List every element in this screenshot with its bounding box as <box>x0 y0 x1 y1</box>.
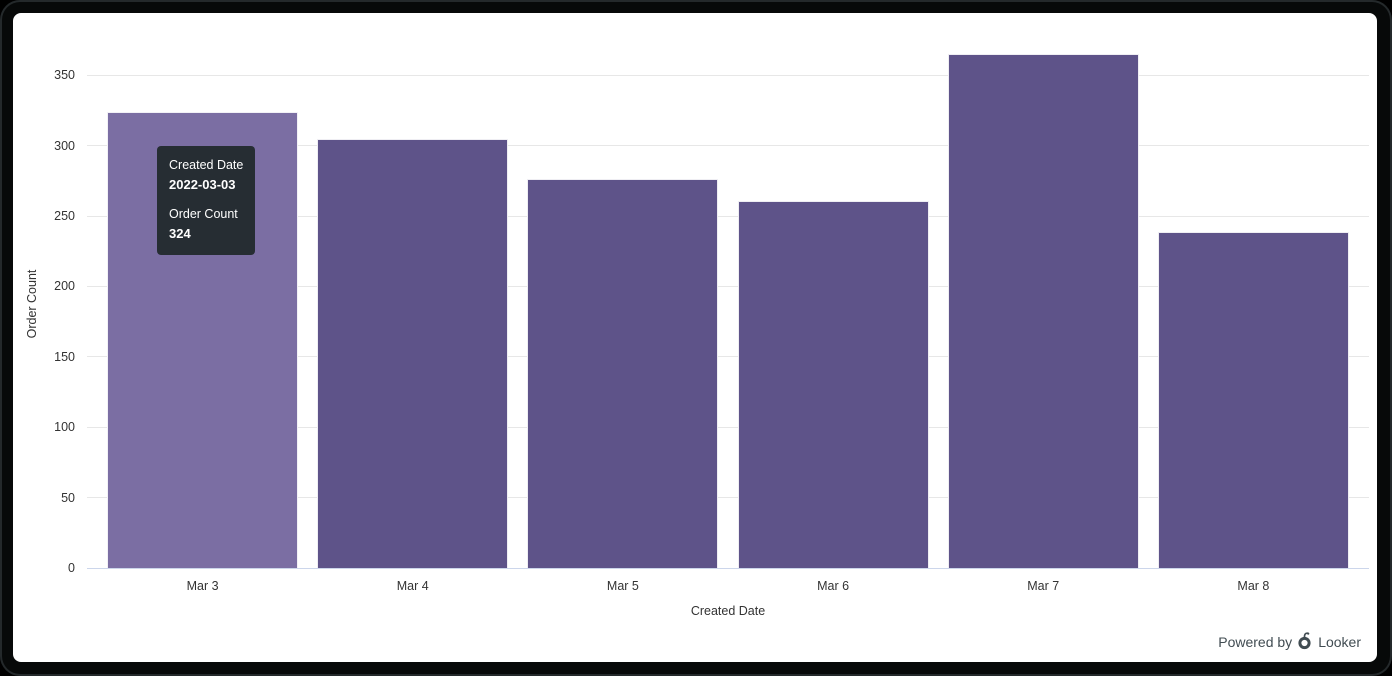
bar-mar-5[interactable] <box>527 179 719 568</box>
y-tick-label: 200 <box>54 279 75 294</box>
tooltip-field-label: Order Count <box>169 207 238 221</box>
x-tick-label: Mar 7 <box>1027 579 1060 593</box>
x-axis-title: Created Date <box>690 604 766 618</box>
y-tick-label: 150 <box>54 349 75 364</box>
x-tick-label: Mar 4 <box>396 579 429 593</box>
gridline-y-50 <box>87 497 1369 499</box>
bar-mar-8[interactable] <box>1157 231 1349 568</box>
looker-logo-icon <box>1297 631 1313 653</box>
tooltip-field-value: 324 <box>169 226 191 241</box>
x-axis-line <box>87 568 1369 569</box>
tooltip-row: Order Count 324 <box>169 205 243 243</box>
tooltip-field-value: 2022-03-03 <box>169 177 236 192</box>
y-tick-label: 350 <box>54 68 75 83</box>
tooltip-row: Created Date 2022-03-03 <box>169 156 243 194</box>
chart-tooltip: Created Date 2022-03-03 Order Count 324 <box>157 146 256 255</box>
y-tick-label: 100 <box>54 420 75 435</box>
gridline-y-250 <box>87 215 1369 217</box>
chart-panel: Order Count Created Date Created Date 20… <box>13 13 1377 662</box>
gridline-y-300 <box>87 145 1369 147</box>
x-tick-label: Mar 6 <box>817 579 850 593</box>
x-tick-label: Mar 8 <box>1237 579 1270 593</box>
y-tick-label: 250 <box>54 209 75 223</box>
x-tick-label: Mar 5 <box>606 579 639 593</box>
bar-mar-6[interactable] <box>737 200 929 568</box>
gridline-y-150 <box>87 356 1369 358</box>
bar-chart-plot-area <box>87 40 1369 569</box>
gridline-y-350 <box>87 74 1369 76</box>
powered-by-text: Powered by <box>1218 634 1293 650</box>
y-tick-label: 300 <box>54 138 75 153</box>
brand-text: Looker <box>1318 634 1361 650</box>
gridline-y-200 <box>87 285 1369 287</box>
x-tick-label: Mar 3 <box>186 579 219 593</box>
powered-by-looker[interactable]: Powered by Looker <box>1218 631 1361 653</box>
bar-mar-4[interactable] <box>317 138 509 568</box>
tooltip-field-label: Created Date <box>169 158 244 172</box>
bar-mar-7[interactable] <box>947 54 1139 568</box>
gridline-y-100 <box>87 426 1369 428</box>
y-axis-title: Order Count <box>25 269 39 339</box>
y-tick-label: 50 <box>61 490 75 505</box>
y-tick-label: 0 <box>68 561 75 575</box>
